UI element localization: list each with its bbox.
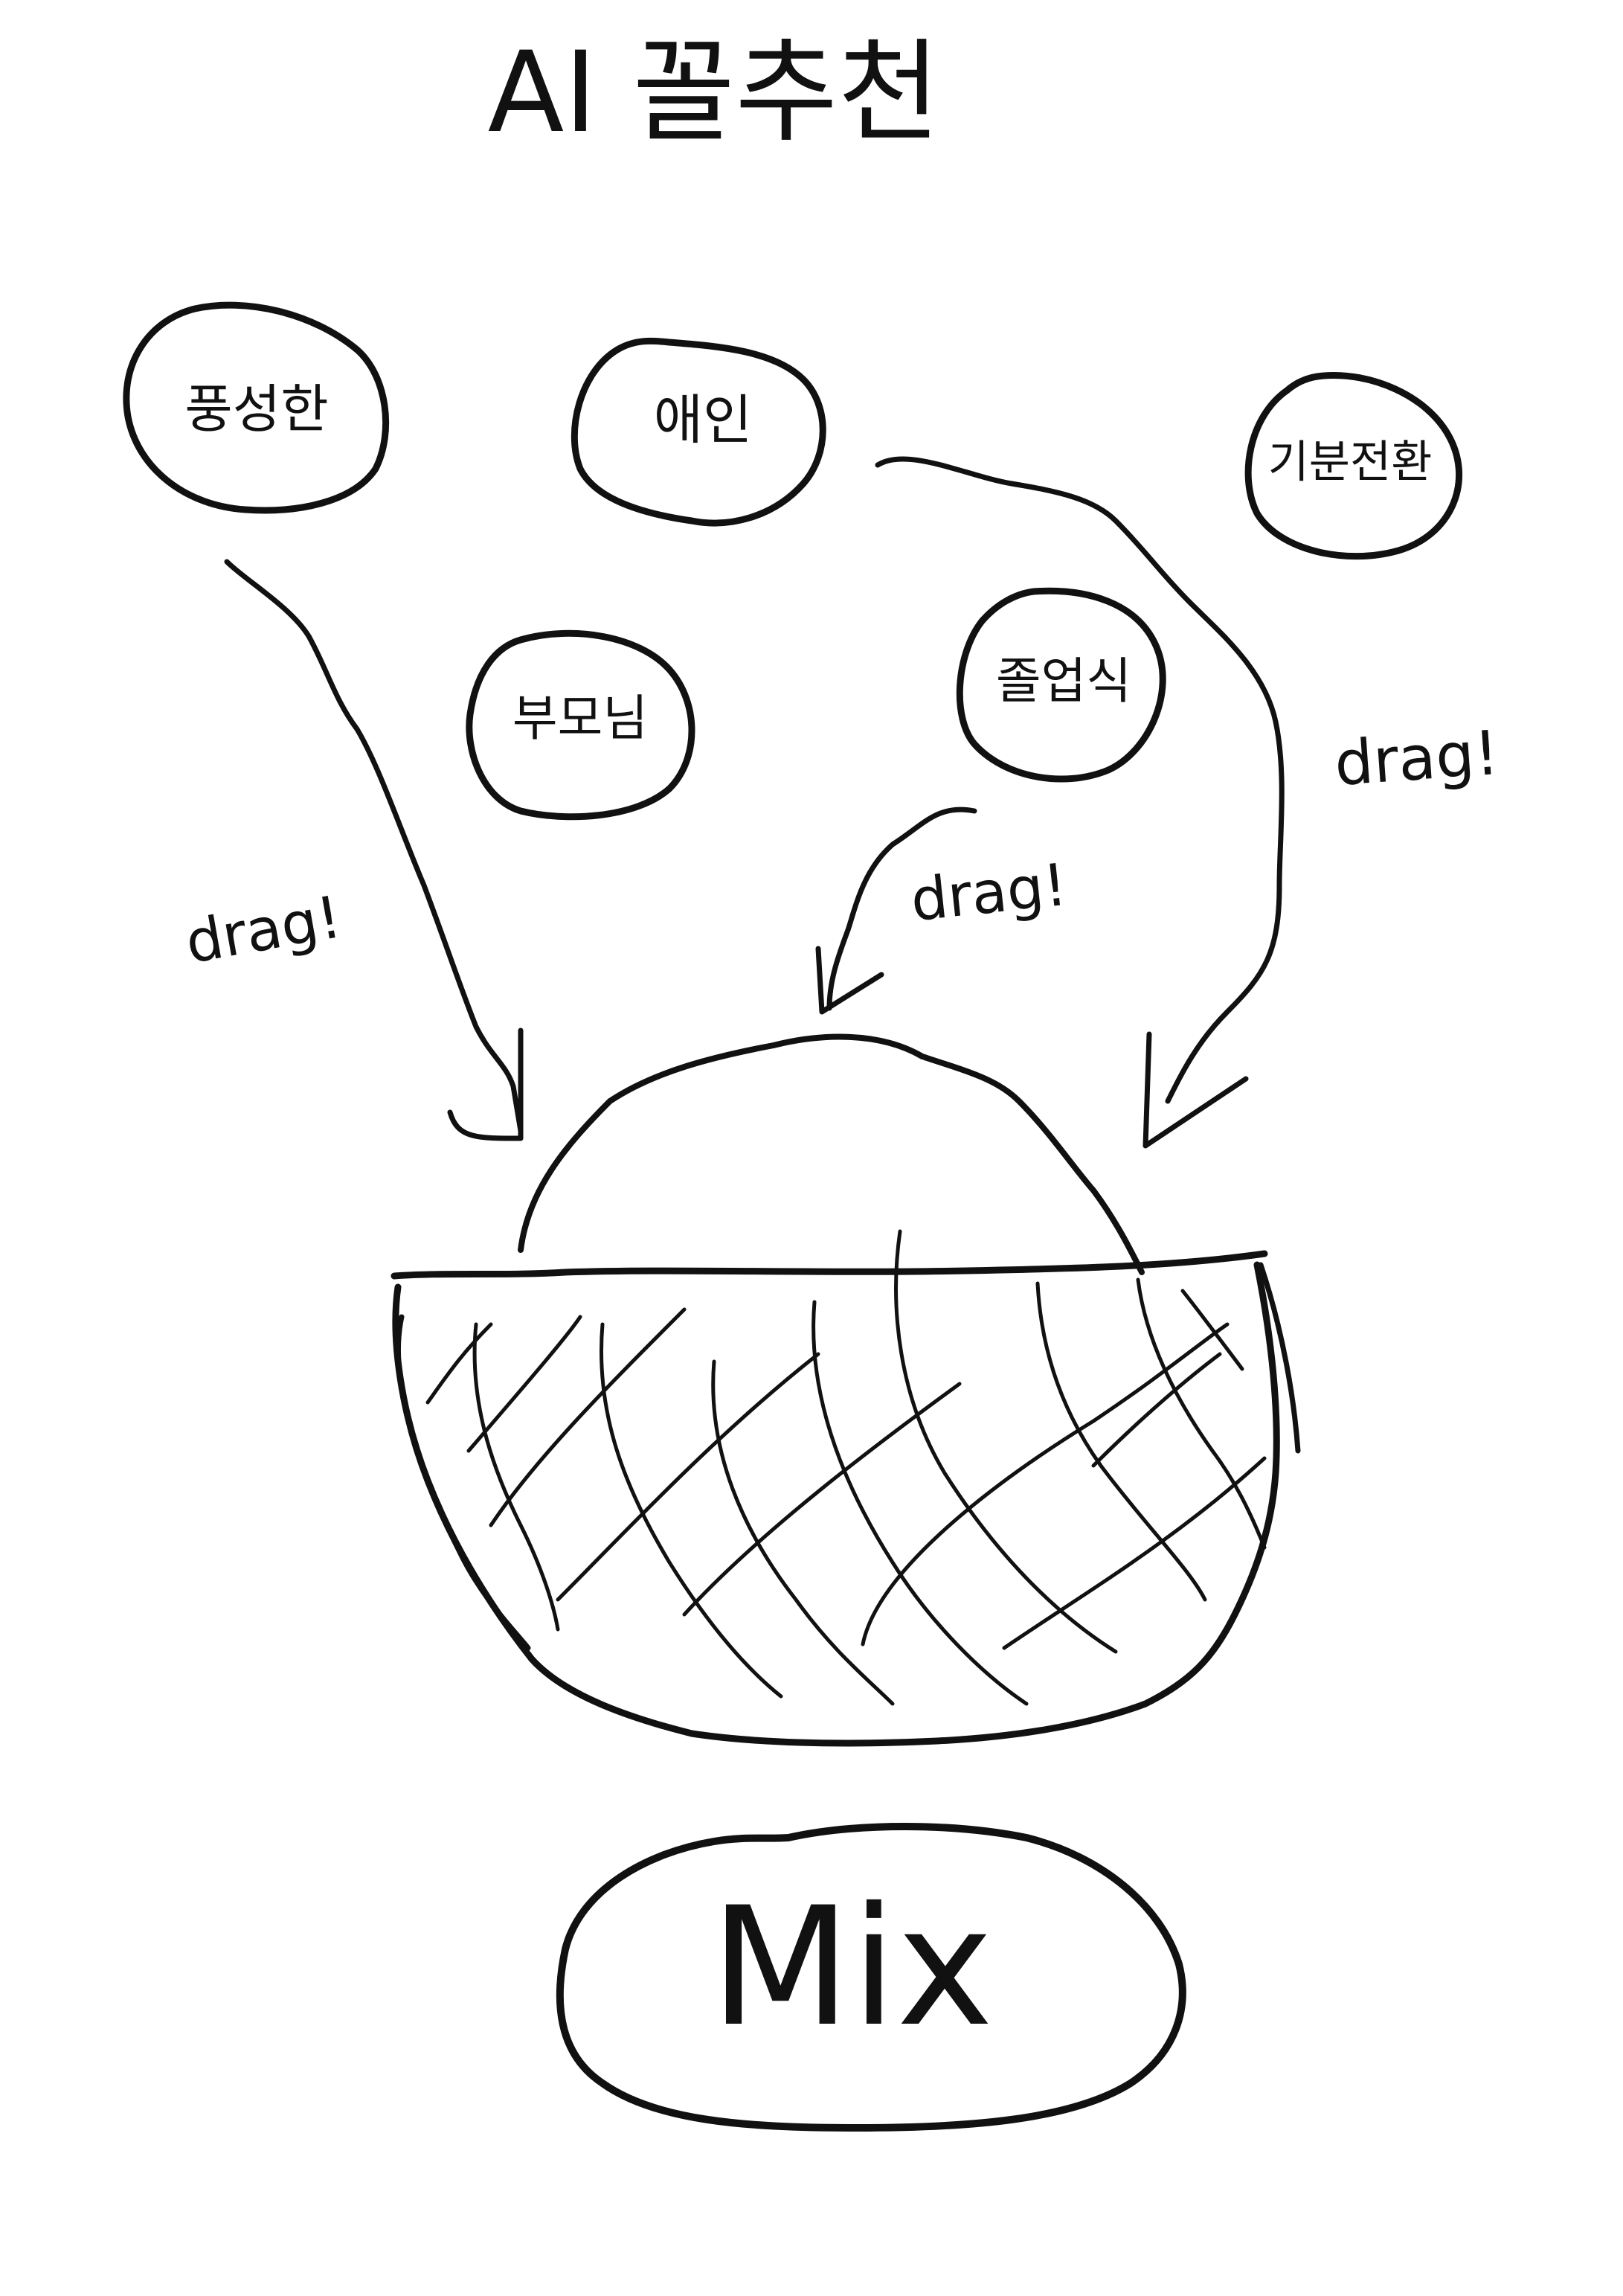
page-title: AI 꼴추천 [488,28,941,158]
drag-label-middle: drag! [907,852,1070,934]
drag-arrow-left [224,559,524,1141]
basket [391,1033,1301,1747]
chip-abundant-label: 풍성한 [184,379,328,440]
drag-arrow-middle [815,807,977,1015]
chip-abundant[interactable]: 풍성한 [123,301,390,514]
chip-parents[interactable]: 부모님 [466,629,695,821]
chip-graduation-label: 졸업식 [996,652,1131,710]
chip-graduation[interactable]: 졸업식 [956,587,1166,783]
mix-button-label: Mix [710,1872,993,2062]
drag-label-left: drag! [181,884,347,977]
mix-button[interactable]: Mix [556,1823,1186,2132]
chip-mood[interactable]: 기분전환 [1244,371,1463,560]
chip-mood-label: 기분전환 [1268,437,1433,489]
chip-lover[interactable]: 애인 [571,337,826,527]
chip-lover-label: 애인 [654,389,752,452]
chip-parents-label: 부모님 [512,690,648,747]
drag-label-right: drag! [1332,718,1501,800]
drag-arrow-right [875,456,1285,1149]
